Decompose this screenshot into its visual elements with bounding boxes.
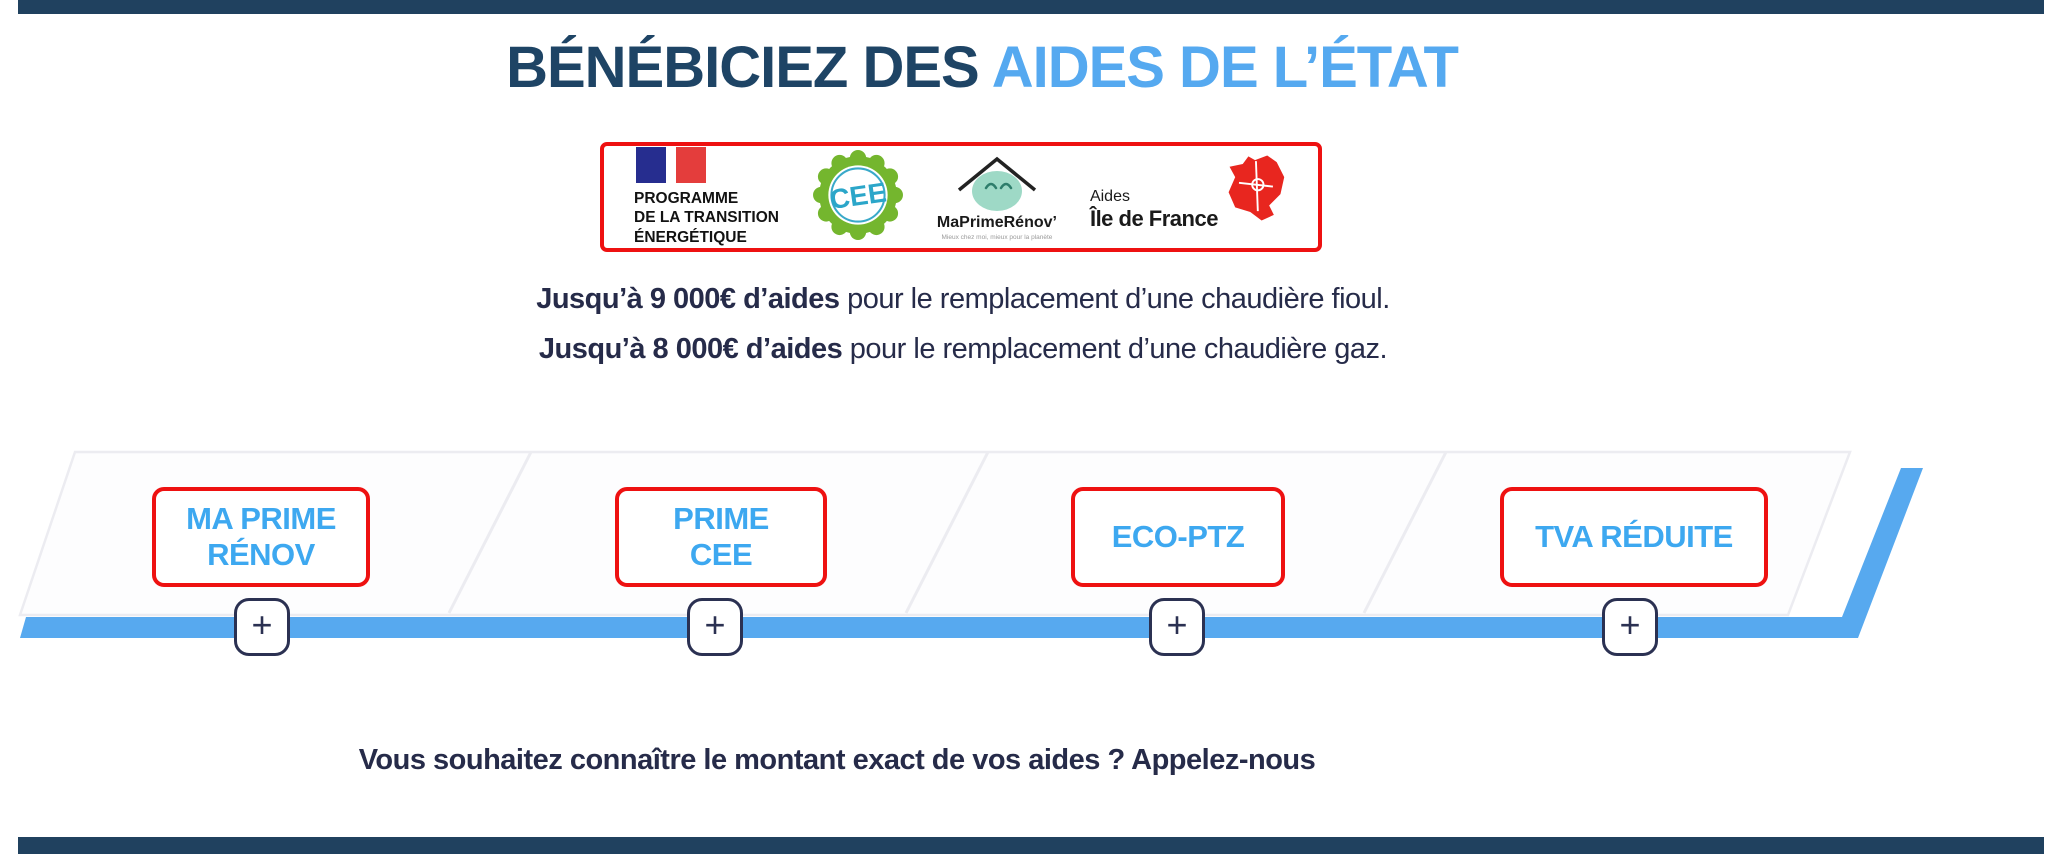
aid-card-tva-reduite[interactable]: TVA RÉDUITE — [1500, 487, 1768, 587]
logo-aides-ile-de-france: Aides Île de France — [1090, 152, 1288, 242]
timeline-separator-1 — [447, 451, 533, 614]
timeline-separator-2 — [904, 451, 990, 614]
mpr-house-icon — [957, 156, 1037, 211]
expand-eco-ptz-button[interactable]: + — [1149, 598, 1205, 656]
french-flag-icon — [636, 146, 779, 183]
aid-amount-fioul-bold: Jusqu’à 9 000€ d’aides — [536, 283, 840, 315]
aid-card-eco-ptz[interactable]: ECO-PTZ — [1071, 487, 1285, 587]
partner-logos-strip: PROGRAMME DE LA TRANSITION ÉNERGÉTIQUE C… — [600, 142, 1322, 252]
top-divider-bar — [18, 0, 2044, 14]
mpr-label: MaPrimeRénov’ — [936, 213, 1057, 231]
expand-prime-cee-button[interactable]: + — [687, 598, 743, 656]
page-title-dark: BÉNÉBICIEZ DES — [506, 35, 980, 100]
idf-map-icon — [1228, 155, 1285, 221]
aid-amount-fioul-rest: pour le remplacement d’une chaudière fio… — [839, 283, 1390, 315]
flag-red-square — [676, 146, 706, 183]
idf-label-line2: Île de France — [1089, 206, 1219, 231]
timeline-separator-3 — [1362, 451, 1448, 614]
idf-label-line1: Aides — [1089, 188, 1130, 205]
transition-label: PROGRAMME DE LA TRANSITION ÉNERGÉTIQUE — [634, 189, 779, 246]
aid-amount-gaz-rest: pour le remplacement d’une chaudière gaz… — [842, 333, 1388, 365]
page-title: BÉNÉBICIEZ DES AIDES DE L’ÉTAT — [0, 34, 1964, 101]
aid-amount-fioul: Jusqu’à 9 000€ d’aides pour le remplacem… — [0, 283, 1926, 316]
expand-tva-reduite-button[interactable]: + — [1602, 598, 1658, 656]
logo-programme-transition: PROGRAMME DE LA TRANSITION ÉNERGÉTIQUE — [634, 146, 779, 247]
timeline-arrow — [20, 468, 1923, 638]
aid-card-ma-prime-renov[interactable]: MA PRIME RÉNOV — [152, 487, 370, 587]
aid-card-prime-cee[interactable]: PRIME CEE — [615, 487, 827, 587]
aid-amount-gaz: Jusqu’à 8 000€ d’aides pour le remplacem… — [0, 333, 1926, 366]
flag-blue-square — [636, 146, 666, 183]
expand-ma-prime-renov-button[interactable]: + — [234, 598, 290, 656]
logo-cee: CEE — [812, 149, 904, 246]
logo-maprimerenov: MaPrimeRénov’ Mieux chez moi, mieux pour… — [937, 154, 1057, 241]
bottom-divider-bar — [18, 837, 2044, 854]
page-title-blue: AIDES DE L’ÉTAT — [991, 35, 1459, 100]
mpr-tagline: Mieux chez moi, mieux pour la planète — [941, 233, 1053, 241]
aid-amount-gaz-bold: Jusqu’à 8 000€ d’aides — [538, 333, 843, 365]
call-to-action-text: Vous souhaitez connaître le montant exac… — [358, 744, 1316, 776]
cee-badge-icon: CEE — [812, 149, 903, 240]
idf-label: Aides Île de France — [1089, 188, 1219, 242]
